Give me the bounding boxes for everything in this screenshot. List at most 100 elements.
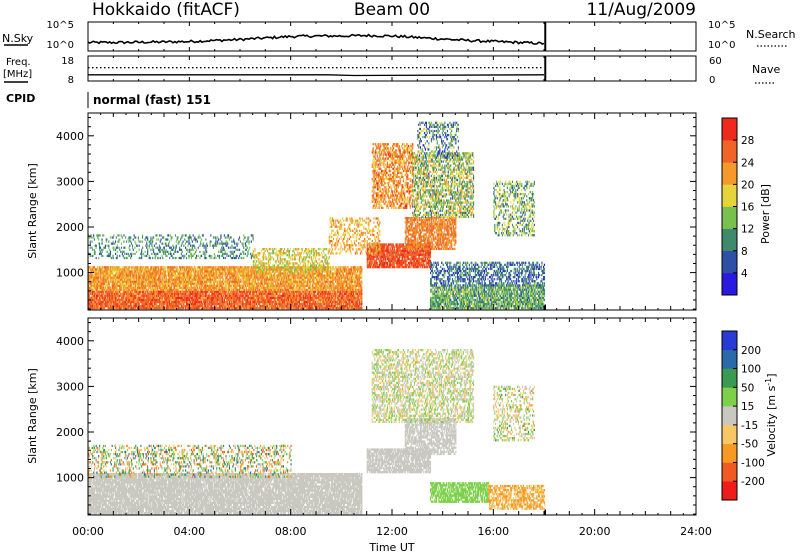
power-cell	[243, 278, 245, 281]
power-cell	[91, 292, 93, 295]
power-cell	[212, 300, 214, 304]
power-cell	[252, 292, 254, 295]
power-cell	[119, 290, 121, 293]
power-cell	[164, 272, 166, 275]
power-cell	[91, 268, 93, 271]
power-cell	[317, 298, 319, 302]
power-cell	[133, 292, 135, 295]
power-cell	[107, 294, 109, 297]
power-cell	[189, 300, 191, 304]
power-cell	[99, 300, 101, 304]
power-cell	[180, 270, 182, 273]
nsky-right-tick-top: 10^5	[708, 20, 735, 31]
power-cell	[109, 294, 111, 297]
power-cell	[91, 296, 93, 300]
power-cell	[122, 296, 124, 300]
power-cell	[357, 294, 359, 297]
power-cell	[357, 292, 359, 295]
power-cell	[350, 296, 352, 300]
power-cell	[109, 266, 112, 269]
power-cell	[142, 290, 144, 293]
power-cell	[336, 296, 339, 300]
power-cell	[163, 292, 165, 295]
power-cell	[266, 300, 268, 304]
power-cell	[347, 300, 349, 304]
power-cell	[126, 296, 128, 300]
power-cell	[328, 294, 330, 297]
power-cell	[171, 307, 173, 310]
power-cell	[94, 272, 96, 275]
power-cell	[228, 282, 231, 285]
power-cell	[165, 292, 167, 295]
power-cell	[121, 274, 123, 277]
power-cell	[122, 284, 124, 287]
power-cell	[352, 296, 354, 300]
power-cell	[279, 294, 281, 297]
power-cell	[287, 294, 290, 297]
power-cell	[194, 266, 196, 269]
power-cell	[250, 307, 252, 310]
power-cell	[188, 298, 190, 302]
power-cell	[192, 280, 194, 283]
power-cell	[352, 302, 355, 306]
power-cell	[93, 292, 96, 295]
power-cell	[236, 302, 238, 306]
power-cell	[104, 270, 106, 273]
power-cell	[140, 300, 142, 304]
power-cell	[348, 298, 350, 302]
power-cell	[218, 290, 220, 293]
power-cell	[137, 286, 139, 289]
power-cell	[142, 298, 144, 302]
power-cell	[359, 290, 361, 293]
power-cell	[305, 296, 307, 300]
power-cell	[301, 296, 303, 300]
power-cell	[296, 290, 298, 293]
power-cell	[185, 278, 187, 281]
power-cell	[342, 305, 344, 308]
power-cell	[88, 270, 90, 273]
power-cell	[259, 278, 261, 281]
power-cell	[141, 294, 143, 297]
power-cell	[306, 294, 308, 297]
power-cell	[180, 290, 182, 293]
power-cell	[154, 298, 156, 302]
power-cell	[174, 302, 177, 306]
power-cell	[164, 298, 166, 302]
power-cell	[332, 296, 334, 300]
power-cell	[173, 296, 175, 300]
power-cell	[137, 274, 139, 277]
power-cell	[141, 270, 143, 273]
power-cell	[93, 300, 95, 304]
power-cell	[166, 294, 168, 297]
power-cell	[306, 296, 308, 300]
power-cell	[152, 298, 154, 302]
power-cell	[212, 298, 214, 302]
power-cell	[314, 300, 317, 304]
power-cell	[132, 305, 134, 308]
power-cell	[240, 292, 242, 295]
power-cell	[208, 305, 210, 308]
power-cell	[166, 298, 168, 302]
power-cell	[220, 274, 222, 277]
power-cell	[326, 296, 328, 300]
power-cell	[294, 294, 296, 297]
power-cell	[194, 294, 196, 297]
power-cell	[112, 300, 114, 304]
power-cell	[336, 307, 338, 310]
power-cell	[201, 270, 204, 273]
power-cell	[185, 296, 188, 300]
power-cell	[167, 294, 169, 297]
power-cell	[314, 302, 316, 306]
power-cell	[111, 278, 113, 281]
power-cell	[172, 300, 174, 304]
power-cell	[301, 305, 303, 308]
power-cell	[116, 300, 118, 304]
power-cell	[162, 290, 164, 293]
power-cell	[126, 286, 128, 289]
power-cell	[348, 292, 350, 295]
power-cell	[179, 278, 181, 281]
power-cell	[180, 300, 182, 304]
power-cell	[287, 305, 290, 308]
power-cell	[169, 284, 171, 287]
power-cell	[324, 290, 326, 293]
